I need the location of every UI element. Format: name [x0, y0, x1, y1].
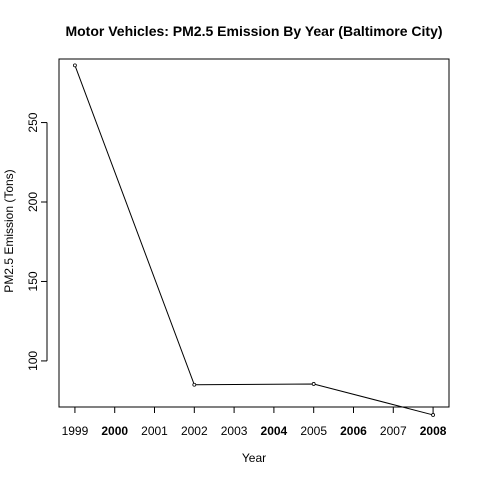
- data-point: [311, 382, 316, 386]
- y-axis: 100 150 200 250: [26, 112, 48, 371]
- x-tick-label: 2000: [101, 424, 128, 438]
- x-tick-label: 2001: [141, 424, 168, 438]
- x-axis-label: Year: [242, 451, 266, 465]
- plot-frame: [58, 58, 450, 408]
- series-line: [74, 65, 434, 416]
- chart-title: Motor Vehicles: PM2.5 Emission By Year (…: [65, 23, 442, 39]
- y-tick-label: 100: [26, 351, 40, 371]
- x-tick-label: 2007: [380, 424, 407, 438]
- data-point: [73, 63, 77, 68]
- x-tick-label: 2008: [420, 424, 447, 438]
- x-axis: 1999 2000 2001 2002 2003 2004 2005 2006 2007 2008: [62, 406, 447, 438]
- x-tick-label: 2004: [261, 424, 288, 438]
- x-tick-label: 1999: [62, 424, 89, 438]
- x-tick-label: 2002: [181, 424, 208, 438]
- y-tick-label: 150: [26, 271, 40, 291]
- y-tick-label: 200: [26, 192, 40, 212]
- x-tick-label: 2006: [340, 424, 367, 438]
- x-tick-label: 2003: [221, 424, 248, 438]
- data-point: [431, 413, 435, 417]
- y-tick-label: 250: [26, 112, 40, 132]
- y-axis-label: PM2.5 Emission (Tons): [2, 169, 16, 292]
- data-point: [192, 382, 197, 387]
- x-tick-label: 2005: [300, 424, 327, 438]
- series-layer: [73, 63, 435, 417]
